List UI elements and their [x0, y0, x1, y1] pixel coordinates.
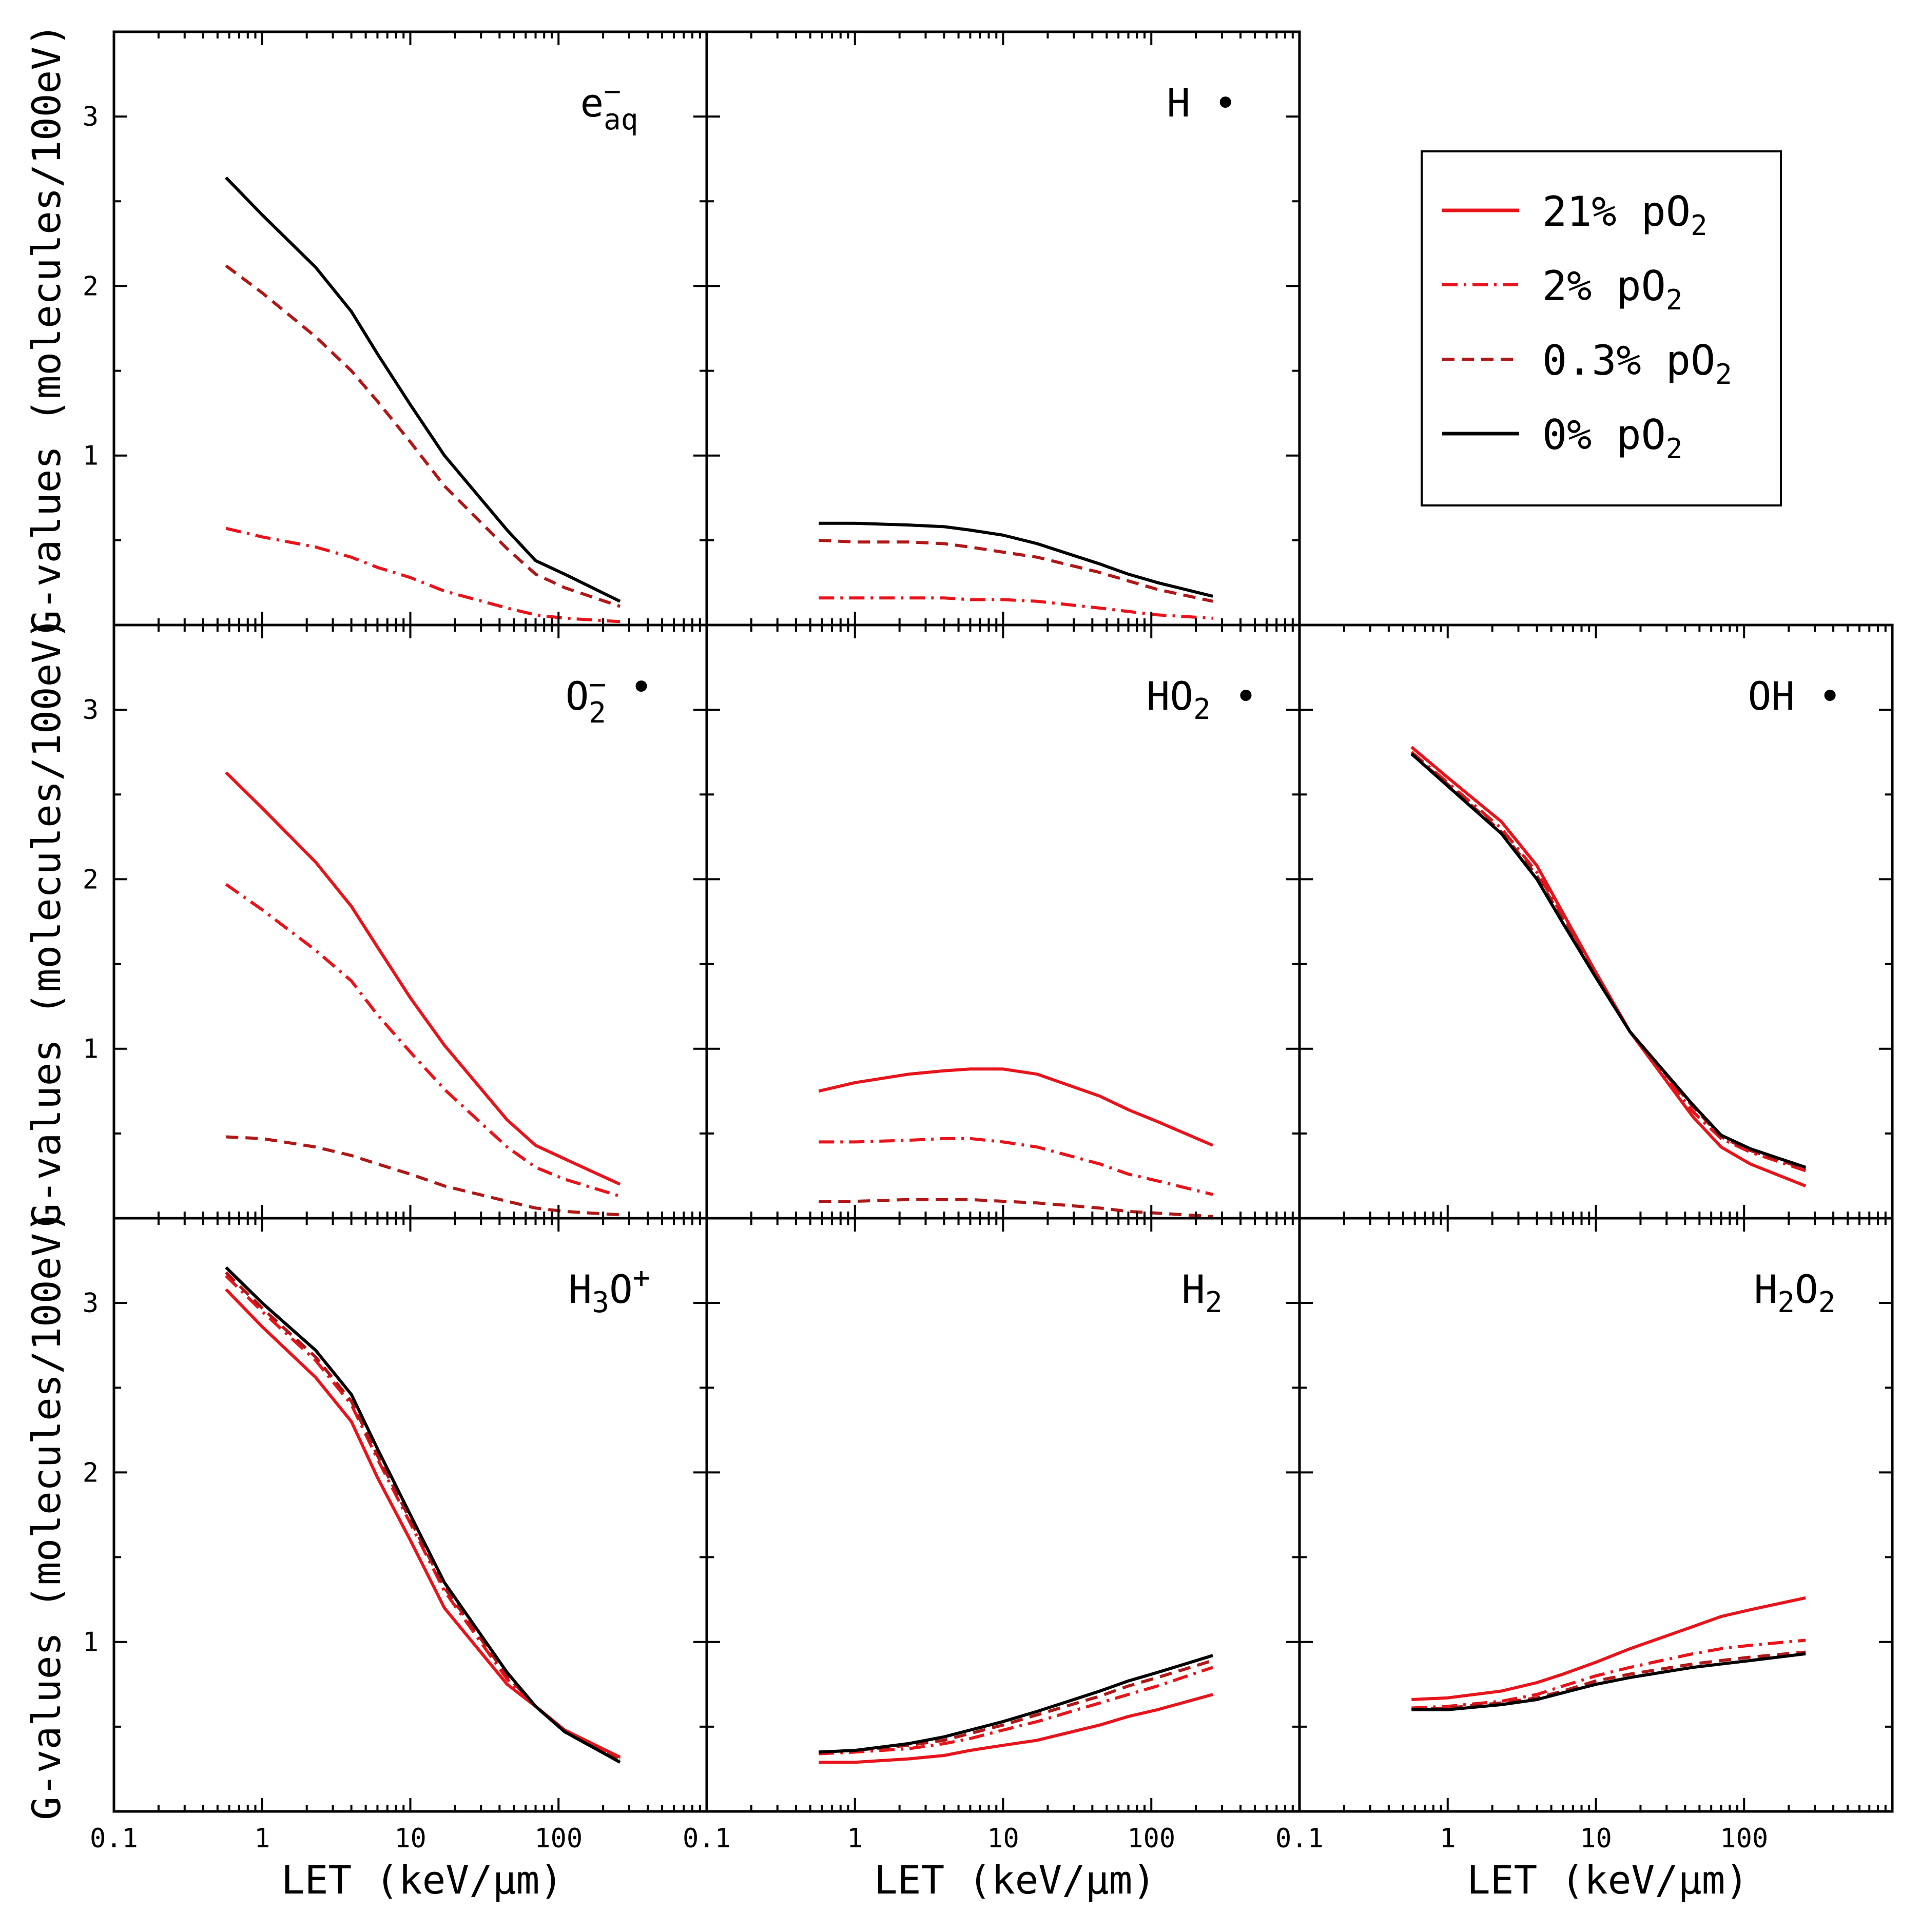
series-line-21po2	[225, 771, 621, 1186]
species-label: H3O+	[569, 1261, 650, 1319]
x-tick-label: 10	[394, 1823, 426, 1854]
legend-label-2: 2% pO2	[1542, 262, 1682, 316]
y-axis-label: G-values (molecules/100eV)	[24, 1209, 69, 1820]
y-tick-label: 2	[83, 271, 99, 302]
x-tick-label: 100	[1720, 1823, 1768, 1854]
y-tick-label: 3	[83, 1288, 99, 1319]
legend-label-21: 21% pO2	[1542, 188, 1708, 242]
y-tick-label: 1	[83, 1034, 99, 1065]
species-label: H2	[1181, 1266, 1222, 1319]
x-axis-label: LET (keV/µm)	[1467, 1857, 1749, 1903]
y-tick-label: 3	[83, 102, 99, 132]
panel-e-aq: 1 2 3 G-values (molecules/100eV) e− aq	[24, 23, 708, 634]
x-tick-label: 1	[1440, 1823, 1456, 1854]
series-line-2po2	[225, 883, 620, 1198]
species-label: HO2 •	[1147, 673, 1258, 726]
legend-label-03: 0.3% pO2	[1542, 337, 1732, 391]
legend-label-0: 0% pO2	[1542, 411, 1682, 465]
series-line-0po2	[819, 1654, 1213, 1754]
species-label: O− 2 •	[566, 664, 653, 730]
x-tick-label: 100	[1127, 1823, 1175, 1854]
x-tick-label: 1	[254, 1823, 270, 1854]
series-line-0po2	[225, 1266, 621, 1764]
series-line-0po2	[225, 176, 621, 603]
series-line-2po2	[819, 1137, 1213, 1196]
y-axis-label: G-values (molecules/100eV)	[24, 616, 69, 1227]
series-line-21po2	[1411, 1596, 1806, 1701]
series-line-03po2	[225, 264, 621, 608]
series-line-21po2	[1410, 746, 1807, 1187]
series-line-2po2	[819, 596, 1213, 620]
panel-O2-: 1 2 3 G-values (molecules/100eV) O− 2 •	[24, 616, 708, 1227]
x-tick-label: 10	[1580, 1823, 1612, 1854]
series-line-2po2	[225, 526, 620, 623]
y-tick-label: 2	[83, 1457, 99, 1488]
species-label: OH •	[1748, 673, 1841, 719]
x-axis-label: LET (keV/µm)	[874, 1857, 1156, 1903]
y-tick-label: 1	[83, 441, 99, 472]
x-tick-label: 0.1	[90, 1823, 138, 1854]
x-tick-label: 100	[534, 1823, 583, 1854]
series-line-03po2	[1411, 1650, 1806, 1711]
series-line-2po2	[1411, 1638, 1806, 1710]
series-line-0po2	[1411, 1652, 1806, 1711]
species-label: e− aq	[580, 75, 638, 136]
series-line-21po2	[818, 1067, 1214, 1147]
series-line-2po2	[819, 1666, 1214, 1755]
series-line-2po2	[1410, 751, 1807, 1173]
x-tick-label: 0.1	[683, 1823, 731, 1854]
panel-H3O+: 1 2 3 G-values (molecules/100eV) 0.1 1 10 100LE…	[24, 1209, 708, 1903]
x-tick-label: 10	[987, 1823, 1019, 1854]
panel-HO2: HO2 •	[705, 623, 1301, 1220]
series-line-0po2	[1410, 752, 1807, 1169]
series-line-03po2	[819, 1198, 1213, 1218]
legend: 21% pO2 2% pO2 0.3% pO2 0% pO2	[1421, 150, 1782, 506]
species-label: H •	[1167, 80, 1237, 126]
y-tick-label: 3	[83, 695, 99, 726]
y-tick-label: 2	[83, 864, 99, 895]
series-line-21po2	[819, 1693, 1213, 1764]
x-axis-label: LET (keV/µm)	[281, 1857, 563, 1903]
species-label: H2O2	[1754, 1266, 1836, 1319]
y-axis-label: G-values (molecules/100eV)	[24, 23, 69, 634]
series-line-03po2	[819, 538, 1213, 603]
series-line-0po2	[819, 521, 1213, 598]
series-line-03po2	[819, 1659, 1213, 1754]
x-tick-label: 0.1	[1275, 1823, 1324, 1854]
x-tick-label: 1	[847, 1823, 863, 1854]
y-tick-label: 1	[83, 1627, 99, 1658]
